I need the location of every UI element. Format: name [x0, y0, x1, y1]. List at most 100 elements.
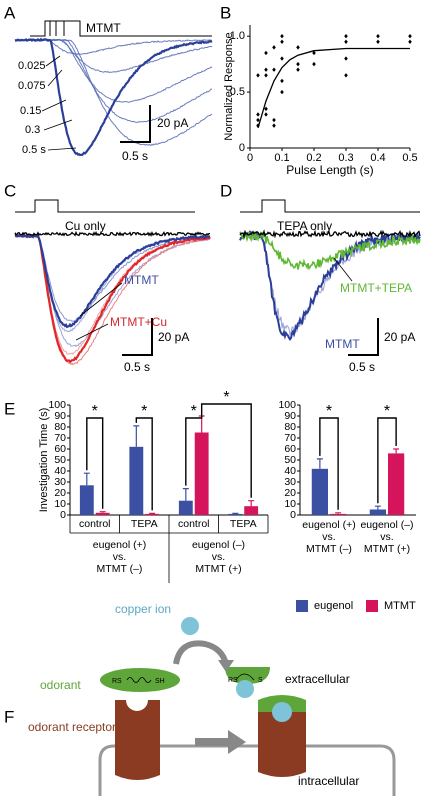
- bar: [330, 513, 347, 515]
- significance: *: [326, 403, 332, 420]
- diagram-label: odorant receptor: [28, 720, 116, 734]
- diagram-label: copper ion: [115, 602, 171, 616]
- error-bar: [316, 458, 323, 469]
- y-tick-label: 40: [284, 465, 296, 477]
- y-tick-label: 0: [290, 509, 296, 521]
- bar: [388, 453, 405, 515]
- axis: [249, 25, 410, 149]
- y-tick-label: 0: [60, 509, 66, 521]
- panel-letter: D: [220, 181, 232, 200]
- trace-label: MTMT: [124, 273, 159, 287]
- fit-line: [257, 47, 410, 129]
- point: [312, 61, 316, 67]
- stimulus-label: MTMT: [86, 21, 121, 35]
- y-axis-label: Investigation Time (s): [38, 408, 50, 513]
- point: [264, 73, 268, 78]
- point: [272, 67, 276, 72]
- x-tick-label: control: [79, 518, 111, 530]
- x-tick-label: 0: [247, 152, 253, 164]
- group-label: vs.: [113, 551, 126, 563]
- point: [280, 89, 284, 95]
- diagram-label: intracellular: [298, 774, 359, 788]
- error-bar: [83, 472, 90, 486]
- y-tick-label: 100: [48, 399, 66, 411]
- bracket: [200, 403, 252, 498]
- receptor: [258, 700, 306, 777]
- error-bar: [149, 512, 156, 514]
- legend-label: MTMT: [384, 600, 416, 612]
- y-tick-label: 30: [54, 476, 66, 488]
- bracket: [86, 417, 104, 509]
- x-tick-label: 0.4: [370, 152, 385, 164]
- point: [280, 56, 284, 61]
- stimulus: [240, 199, 420, 213]
- trace-label: MTMT+TEPA: [340, 281, 412, 295]
- chem-label: SH: [155, 678, 165, 685]
- category-table: [69, 515, 269, 583]
- y-tick-label: 1.0: [230, 30, 245, 42]
- scale-label: 0.5 s: [122, 149, 148, 163]
- chain: [126, 677, 152, 683]
- scale-bar: [348, 318, 379, 356]
- group-label: MTMT (+): [195, 563, 241, 575]
- bar: [95, 512, 110, 515]
- receptor: [115, 700, 160, 780]
- y-tick-label: 50: [54, 454, 66, 466]
- group-label: eugenol (+): [93, 539, 146, 551]
- significance: *: [384, 403, 390, 420]
- error-bar: [393, 448, 400, 454]
- panel-letter: C: [4, 181, 16, 200]
- bracket: [377, 417, 397, 504]
- significance: *: [223, 389, 229, 406]
- trace: [239, 229, 421, 239]
- trace-label: MTMT+Cu: [110, 315, 167, 329]
- y-tick-label: 10: [54, 498, 66, 510]
- point: [344, 33, 348, 39]
- panel-letter: F: [4, 707, 14, 726]
- point: [296, 45, 300, 50]
- y-tick-label: 0: [239, 142, 245, 154]
- traces: [239, 229, 421, 342]
- bracket: [185, 413, 203, 486]
- significance: *: [141, 403, 147, 420]
- y-tick-label: 70: [284, 432, 296, 444]
- trace-label: MTMT: [325, 337, 360, 351]
- x-tick-label: eugenol (+): [302, 519, 355, 531]
- y-axis-label: Normalized Response: [223, 32, 235, 140]
- arrow-head: [218, 660, 234, 672]
- point: [408, 39, 412, 44]
- trace-label: 0.075: [18, 80, 46, 92]
- axis: [69, 405, 268, 516]
- copper-shape: [181, 617, 199, 635]
- binding-pocket: [126, 689, 148, 711]
- y-tick-label: 0.5: [230, 86, 245, 98]
- trace: [14, 230, 210, 238]
- x-tick-label: 0.3: [338, 152, 353, 164]
- trace: [239, 231, 421, 271]
- scale-label: 20 pA: [157, 116, 188, 130]
- scatter-chart: 0 0.5 1.0 0 0.1 0.2 0.3 0.4 0.5 Pulse Length (s) N…: [223, 25, 418, 177]
- x-tick-label: MTMT (–): [306, 543, 352, 555]
- bar: [194, 432, 209, 515]
- group-label: vs.: [212, 551, 225, 563]
- bar: [129, 446, 144, 515]
- scale-label: 0.5 s: [349, 360, 375, 374]
- point: [344, 56, 348, 61]
- y-tick-label: 60: [284, 443, 296, 455]
- x-tick-label: eugenol (–): [360, 519, 413, 531]
- point: [280, 78, 284, 84]
- error-bar: [374, 505, 381, 510]
- traces: [14, 37, 213, 157]
- group-label: MTMT (–): [97, 563, 143, 575]
- chem-label: RS: [228, 677, 238, 684]
- y-tick-label: 100: [278, 399, 296, 411]
- x-tick-label: 0.1: [274, 152, 289, 164]
- control-label: TEPA only: [277, 219, 332, 233]
- bar: [228, 513, 243, 515]
- trace: [14, 234, 211, 323]
- stimulus: [30, 20, 212, 37]
